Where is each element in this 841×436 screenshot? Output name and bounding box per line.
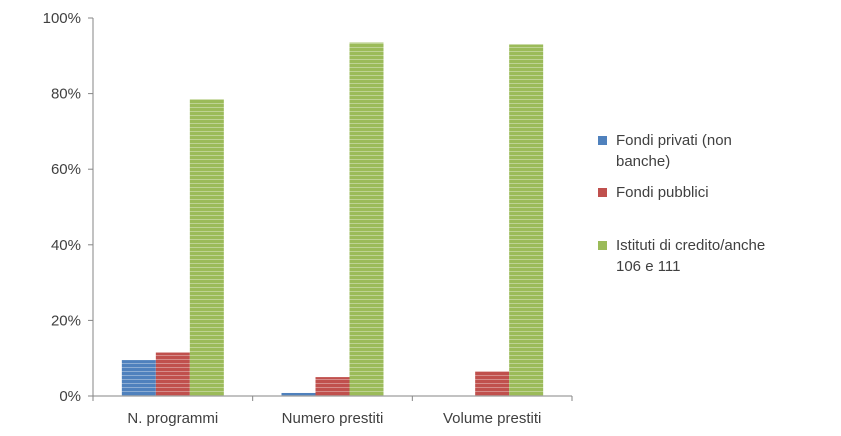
x-category-label: Numero prestiti	[282, 410, 384, 427]
bar-series-1-1	[281, 392, 316, 396]
x-category-label: Volume prestiti	[443, 410, 541, 427]
x-category-label: N. programmi	[127, 410, 218, 427]
legend-swatch	[598, 241, 607, 250]
y-tick-label: 0%	[59, 388, 81, 405]
y-tick-label: 60%	[51, 161, 81, 178]
legend-label: Istituti di credito/anche 106 e 111	[616, 237, 765, 275]
bar-series-3-1	[349, 42, 384, 396]
legend-label: Fondi privati (non banche)	[616, 132, 732, 170]
y-tick-label: 40%	[51, 237, 81, 254]
bar-series-2-1	[315, 377, 350, 396]
legend-swatch	[598, 136, 607, 145]
y-tick-label: 20%	[51, 312, 81, 329]
y-tick-label: 80%	[51, 86, 81, 103]
bars	[121, 42, 544, 397]
legend-swatch	[598, 188, 607, 197]
bar-series-1-0	[121, 360, 156, 396]
legend-label: Fondi pubblici	[616, 184, 709, 201]
bar-series-2-0	[155, 352, 190, 396]
legend: Fondi privati (non banche) Fondi pubblici I…	[598, 132, 765, 275]
bar-series-2-2	[475, 371, 510, 396]
y-axis: 0% 20% 40% 60% 80% 100%	[43, 10, 94, 405]
bar-series-3-0	[189, 99, 224, 397]
x-axis: N. programmi Numero prestiti Volume presti…	[92, 395, 573, 427]
bar-series-3-2	[509, 44, 544, 397]
y-tick-label: 100%	[43, 10, 81, 27]
